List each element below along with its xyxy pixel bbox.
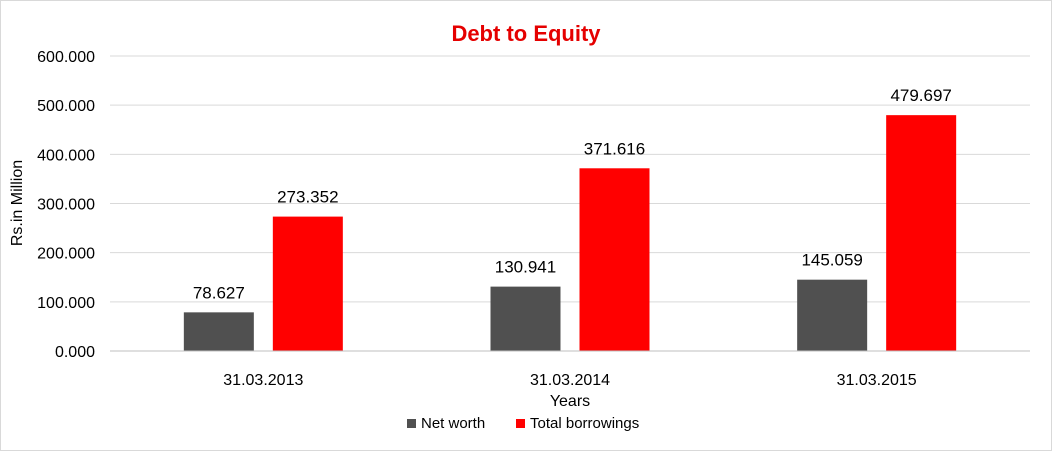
x-axis-ticks: 31.03.2013 31.03.2014 31.03.2015 [223, 372, 917, 389]
data-label: 371.616 [584, 139, 645, 158]
bars [183, 115, 957, 351]
data-label: 145.059 [801, 251, 862, 270]
y-tick-label: 600.000 [37, 49, 95, 66]
x-tick-label: 31.03.2015 [837, 372, 917, 389]
bar-total-borrowings [579, 168, 650, 351]
legend-label: Net worth [421, 415, 485, 432]
bar-net-worth [797, 279, 868, 351]
legend: Net worth Total borrowings [407, 415, 639, 432]
data-label: 273.352 [277, 188, 338, 207]
y-tick-label: 0.000 [55, 344, 95, 361]
bar-total-borrowings [886, 115, 957, 351]
x-tick-label: 31.03.2013 [223, 372, 303, 389]
y-tick-label: 100.000 [37, 295, 95, 312]
legend-swatch [516, 419, 525, 428]
bar-net-worth [183, 312, 254, 351]
x-axis-title: Years [550, 393, 590, 410]
y-axis-title: Rs.in Million [9, 160, 26, 246]
gridlines [110, 55, 1030, 303]
data-label: 479.697 [890, 86, 951, 105]
data-label: 78.627 [193, 283, 245, 302]
data-labels: 78.627 273.352 130.941 371.616 145.059 479.69… [193, 86, 952, 302]
x-tick-label: 31.03.2014 [530, 372, 610, 389]
bar-total-borrowings [272, 216, 343, 351]
legend-swatch [407, 419, 416, 428]
chart-title: Debt to Equity [451, 21, 601, 46]
y-tick-label: 500.000 [37, 98, 95, 115]
y-tick-label: 200.000 [37, 246, 95, 263]
legend-label: Total borrowings [530, 415, 639, 432]
bar-net-worth [490, 286, 561, 351]
y-tick-label: 300.000 [37, 197, 95, 214]
data-label: 130.941 [495, 258, 556, 277]
y-tick-label: 400.000 [37, 147, 95, 164]
y-axis-ticks: 0.000 100.000 200.000 300.000 400.000 500.000… [37, 49, 95, 361]
